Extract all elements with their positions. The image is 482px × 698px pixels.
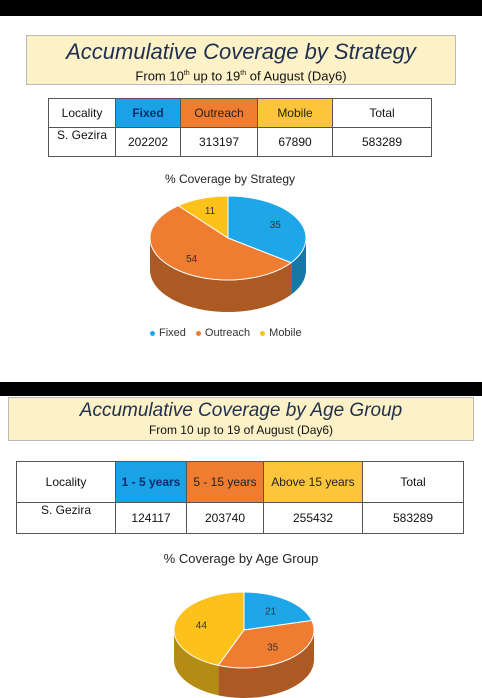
legend-item-mobile: Mobile [260,327,302,339]
strategy-pie: 35 54 11 [149,195,307,312]
age-pie: 21 35 44 [173,591,315,698]
legend-item-outreach: Outreach [195,327,251,339]
table-header-row: Locality Fixed Outreach Mobile Total [48,98,432,128]
age-subtitle: From 10 up to 19 of August (Day6) [148,423,334,437]
top-black-bar [0,0,482,16]
cell-fixed: 202202 [115,127,181,157]
header-above-15-years: Above 15 years [263,461,363,503]
legend-item-fixed: Fixed [150,327,186,339]
strategy-data-label-0: 35 [270,220,282,231]
strategy-slice-0 [227,195,307,264]
age-data-label-0: 21 [265,606,277,617]
table-row: S. Gezira 202202 313197 67890 583289 [48,127,432,157]
cell-outreach: 313197 [180,127,258,157]
legend-label-fixed: Fixed [159,327,186,339]
age-title: Accumulative Coverage by Age Group [79,400,403,421]
strategy-table: Locality Fixed Outreach Mobile Total S. … [48,98,432,157]
age-slice-0 [243,591,313,631]
legend-dot-outreach [195,330,201,336]
legend-dot-mobile [260,330,266,336]
strategy-data-label-2: 11 [205,206,216,217]
strategy-title: Accumulative Coverage by Strategy [66,39,416,64]
cell-5-15-years: 203740 [186,502,264,534]
cell-mobile: 67890 [257,127,333,157]
strategy-data-label-1: 54 [186,254,198,265]
header-locality: Locality [48,98,116,128]
age-slice-side-2 [174,630,219,696]
middle-black-bar [0,382,482,396]
age-title-banner: Accumulative Coverage by Age Group From … [8,397,474,441]
age-data-label-1: 35 [267,643,279,654]
table-row: S. Gezira 124117 203740 255432 583289 [16,502,464,534]
age-slice-side-1 [218,630,314,698]
age-slice-2 [173,591,245,666]
age-table: Locality 1 - 5 years 5 - 15 years Above … [16,461,464,534]
strategy-title-banner: Accumulative Coverage by Strategy From 1… [26,35,456,85]
cell-locality: S. Gezira [48,127,116,157]
cell-total: 583289 [332,127,432,157]
header-mobile: Mobile [257,98,333,128]
strategy-chart-title: % Coverage by Strategy [164,172,296,186]
legend-dot-fixed [150,330,155,336]
cell-locality: S. Gezira [16,502,116,534]
strategy-legend: Fixed Outreach Mobile [150,327,302,339]
strategy-slice-1 [149,205,293,281]
strategy-subtitle: From 10th up to 19th of August (Day6) [135,68,347,84]
header-outreach: Outreach [180,98,258,128]
cell-1-5-years: 124117 [115,502,187,534]
strategy-slice-side-1 [150,238,292,312]
cell-total: 583289 [362,502,464,534]
age-chart-title: % Coverage by Age Group [163,551,319,566]
header-total: Total [332,98,432,128]
strategy-slice-2 [177,195,229,239]
age-data-label-2: 44 [196,621,208,632]
legend-label-mobile: Mobile [269,327,302,339]
age-slice-1 [217,620,315,669]
header-locality: Locality [16,461,116,503]
strategy-slice-side-0 [291,238,306,295]
cell-above-15-years: 255432 [263,502,363,534]
header-1-5-years: 1 - 5 years [115,461,187,503]
legend-label-outreach: Outreach [204,327,251,339]
